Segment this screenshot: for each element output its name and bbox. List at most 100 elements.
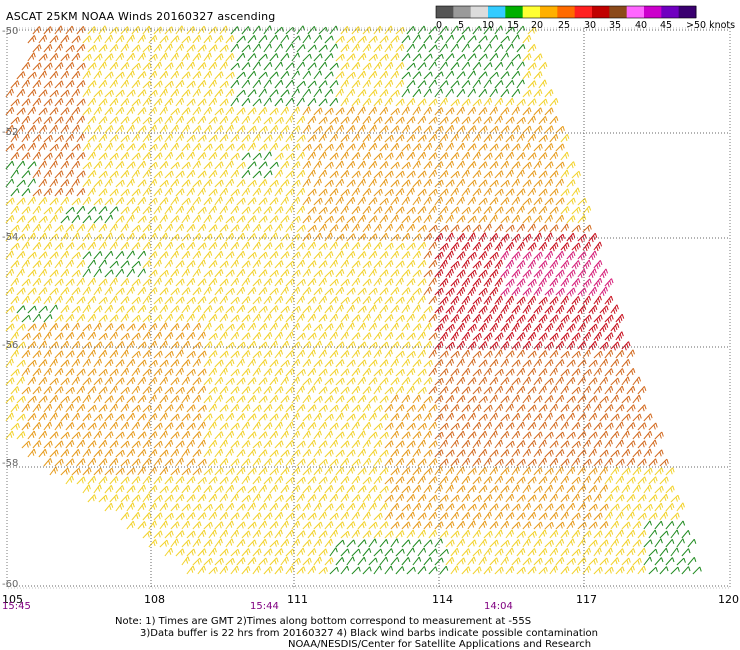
wind-barb [622, 414, 630, 421]
wind-barb [336, 323, 344, 331]
wind-barb [391, 468, 399, 475]
wind-barb [534, 89, 542, 97]
wind-barb [171, 449, 179, 457]
wind-barb [594, 494, 601, 502]
wind-barb [116, 324, 124, 331]
wind-barb [198, 369, 206, 376]
wind-barb [358, 449, 366, 457]
wind-barb [391, 53, 399, 61]
wind-barb [314, 198, 322, 205]
wind-barb [39, 197, 47, 205]
wind-barb [336, 485, 344, 493]
wind-barb [143, 81, 151, 88]
wind-barb [429, 567, 437, 574]
wind-barb [72, 36, 80, 43]
wind-barb [468, 36, 476, 43]
wind-barb [303, 107, 310, 115]
wind-barb [116, 107, 124, 115]
wind-barb [655, 539, 662, 547]
wind-barb [209, 351, 217, 358]
wind-barb [424, 126, 432, 133]
wind-barb [468, 359, 475, 367]
wind-barb [28, 341, 36, 349]
wind-barb [110, 98, 118, 106]
wind-barb [55, 459, 63, 466]
wind-barb [611, 431, 619, 439]
wind-barb [424, 197, 432, 205]
wind-barb [314, 324, 323, 331]
wind-barb [204, 431, 212, 439]
wind-barb [440, 62, 448, 70]
wind-barb [352, 530, 360, 538]
map-frame [7, 28, 730, 588]
wind-barb [534, 180, 542, 187]
wind-barb [528, 188, 536, 196]
wind-barb [567, 360, 575, 367]
wind-barb [110, 278, 118, 286]
wind-barb [143, 279, 151, 286]
wind-barb [149, 125, 157, 133]
wind-barb [237, 467, 245, 475]
wind-barb [363, 458, 371, 466]
wind-barb [105, 503, 113, 511]
wind-barb [660, 494, 668, 502]
wind-barb [627, 386, 635, 394]
wind-barb [380, 161, 388, 169]
wind-barb [72, 413, 80, 421]
wind-barb [363, 206, 371, 214]
wind-barb [165, 440, 173, 448]
wind-barb [440, 459, 448, 466]
wind-barb [380, 305, 388, 313]
wind-barb [325, 378, 333, 385]
wind-barb [303, 35, 311, 43]
wind-barb [154, 188, 162, 196]
wind-barb [314, 71, 322, 79]
wind-barb [28, 216, 36, 223]
wind-barb [319, 243, 327, 250]
wind-barb [55, 315, 63, 322]
wind-barb [242, 566, 250, 574]
wind-barb [204, 540, 212, 547]
wind-barb [407, 44, 415, 52]
wind-barb [336, 54, 344, 61]
wind-barb [440, 225, 449, 232]
wind-barb [561, 134, 569, 142]
wind-barb [99, 405, 107, 412]
wind-barb [352, 297, 360, 304]
wind-barb [391, 287, 399, 295]
wind-barb [605, 315, 613, 324]
wind-barb [259, 503, 267, 511]
wind-barb [374, 26, 382, 34]
wind-barb [94, 468, 102, 475]
wind-barb [429, 225, 438, 232]
wind-barb [435, 89, 443, 97]
wind-barb [160, 107, 167, 115]
wind-barb [132, 45, 140, 52]
wind-barb [660, 531, 668, 538]
wind-barb [506, 351, 514, 358]
wind-barb [407, 63, 415, 70]
wind-barb [457, 287, 465, 296]
wind-barb [501, 89, 509, 97]
wind-barb [534, 449, 542, 457]
wind-barb [226, 521, 234, 529]
wind-barb [605, 548, 613, 556]
wind-barb [418, 225, 427, 232]
wind-barb [99, 476, 107, 484]
wind-barb [22, 171, 30, 178]
wind-barb [28, 449, 36, 457]
wind-barb [275, 243, 283, 250]
wind-barb [270, 143, 278, 151]
wind-barb [237, 449, 245, 457]
wind-barb [556, 179, 564, 187]
wind-barb [44, 44, 52, 52]
wind-barb [369, 89, 377, 97]
wind-barb [149, 179, 157, 187]
wind-barb [182, 359, 190, 367]
wind-barb [369, 161, 377, 169]
wind-barb [253, 441, 262, 448]
wind-barb [589, 305, 597, 314]
wind-barb [594, 459, 602, 466]
wind-barb [6, 215, 14, 223]
wind-barb [407, 333, 415, 340]
